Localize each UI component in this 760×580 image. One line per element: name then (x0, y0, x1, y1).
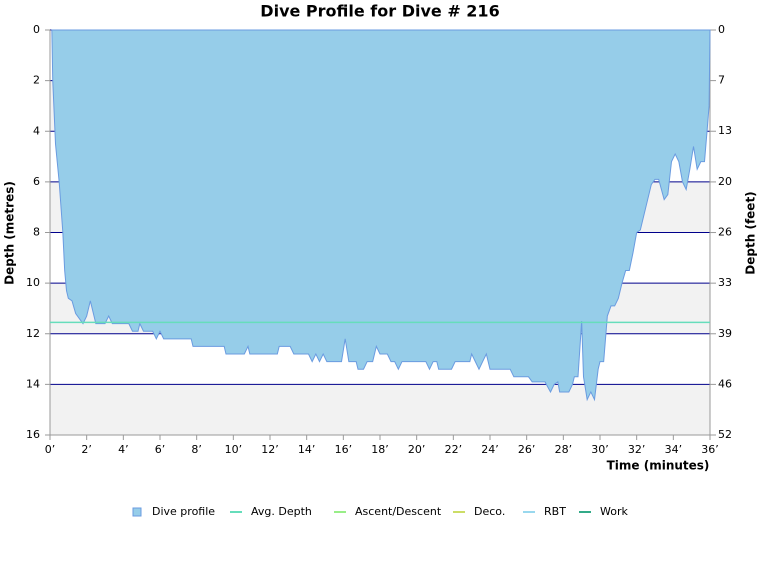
y-tick-label: 10 (26, 276, 40, 289)
y-tick-label: 2 (33, 74, 40, 87)
y2-tick-label: 13 (718, 124, 732, 137)
x-axis-title: Time (minutes) (607, 459, 710, 473)
grid-band (50, 384, 710, 435)
dive-profile-area (51, 29, 711, 402)
y2-tick-label: 0 (718, 23, 725, 36)
x-tick-label: 34’ (665, 443, 683, 456)
x-tick-label: 10’ (225, 443, 243, 456)
x-tick-label: 30’ (591, 443, 609, 456)
legend-label: Deco. (474, 505, 505, 518)
y-tick-label: 14 (26, 377, 40, 390)
y2-tick-label: 46 (718, 377, 732, 390)
y-axis-title: Depth (metres) (3, 181, 17, 285)
legend-label: Dive profile (152, 505, 215, 518)
y-tick-label: 0 (33, 23, 40, 36)
legend-swatch (132, 507, 142, 517)
x-tick-label: 32’ (628, 443, 646, 456)
chart-title: Dive Profile for Dive # 216 (260, 2, 499, 21)
y2-axis-title: Depth (feet) (744, 191, 758, 274)
legend-label: RBT (544, 505, 566, 518)
x-tick-label: 12’ (261, 443, 279, 456)
x-tick-label: 22’ (445, 443, 463, 456)
x-tick-label: 26’ (518, 443, 536, 456)
y2-tick-label: 39 (718, 327, 732, 340)
y2-tick-label: 33 (718, 276, 732, 289)
y-tick-label: 6 (33, 175, 40, 188)
y-tick-label: 8 (33, 226, 40, 239)
y2-tick-label: 20 (718, 175, 732, 188)
x-tick-label: 16’ (335, 443, 353, 456)
x-tick-label: 2’ (81, 443, 92, 456)
x-tick-label: 20’ (408, 443, 426, 456)
y2-tick-label: 52 (718, 428, 732, 441)
y2-tick-label: 7 (718, 74, 725, 87)
x-tick-label: 18’ (371, 443, 389, 456)
legend-label: Ascent/Descent (355, 505, 442, 518)
x-tick-label: 0’ (45, 443, 56, 456)
x-tick-label: 6’ (155, 443, 166, 456)
legend-label: Work (600, 505, 628, 518)
legend-label: Avg. Depth (251, 505, 312, 518)
x-tick-label: 4’ (118, 443, 129, 456)
x-tick-label: 14’ (298, 443, 316, 456)
x-tick-label: 28’ (555, 443, 573, 456)
y-tick-label: 4 (33, 124, 40, 137)
y2-tick-label: 26 (718, 226, 732, 239)
x-tick-label: 8’ (191, 443, 202, 456)
y-tick-label: 16 (26, 428, 40, 441)
x-tick-label: 36’ (701, 443, 719, 456)
x-tick-label: 24’ (481, 443, 499, 456)
y-tick-label: 12 (26, 327, 40, 340)
